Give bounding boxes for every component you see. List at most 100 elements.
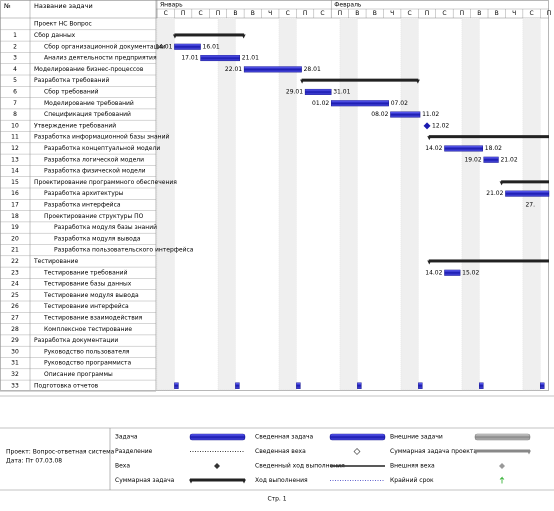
- task-id: 32: [11, 371, 19, 378]
- legend-symbol: [475, 449, 530, 453]
- task-name: Разработка пользовательского интерфейса: [54, 247, 194, 254]
- task-name: Разработка концептуальной модели: [44, 145, 160, 152]
- end-date: 07.02: [391, 100, 408, 107]
- start-date: 27.: [525, 201, 535, 208]
- day-label: П: [181, 10, 186, 17]
- task-id: 14: [11, 168, 19, 175]
- end-date: 28.01: [304, 66, 321, 73]
- summary-name: Проектирование программного обеспечения: [34, 179, 177, 186]
- task-id: 28: [11, 326, 19, 333]
- task-name: Тестирование базы данных: [43, 281, 132, 288]
- day-label: В: [477, 10, 481, 17]
- weekend-shade: [339, 17, 358, 391]
- occurrence-bar: [479, 382, 484, 389]
- task-bar: [444, 269, 461, 276]
- task-bar: [444, 145, 483, 152]
- task-name: Спецификация требований: [44, 111, 131, 118]
- summary-cap: [499, 181, 504, 186]
- task-bar: [243, 66, 302, 73]
- footer: Стр. 1: [267, 496, 286, 503]
- task-name: Руководство пользователя: [44, 348, 130, 355]
- task-id: 5: [13, 77, 17, 84]
- summary-cap: [300, 79, 305, 84]
- task-id: 23: [11, 269, 19, 276]
- task-name: Разработка физической модели: [44, 168, 146, 175]
- legend-label: Внешняя веха: [390, 463, 435, 470]
- start-date: 14.02: [425, 145, 442, 152]
- occurrence-bar: [418, 382, 423, 389]
- legend-label: Сведенный ход выполнения: [255, 463, 345, 470]
- day-label: С: [320, 10, 324, 17]
- task-name: Сбор требований: [44, 88, 99, 95]
- task-name: Разработка архитектуры: [44, 190, 124, 197]
- task-bar: [505, 190, 550, 197]
- task-id: 26: [11, 303, 19, 310]
- task-id: 22: [11, 258, 19, 265]
- end-date: 12.02: [432, 122, 449, 129]
- summary-cap: [172, 34, 177, 39]
- legend-symbol: [189, 433, 246, 441]
- summary-cap: [241, 34, 246, 39]
- task-id: 1: [13, 32, 17, 39]
- day-label: Ч: [268, 10, 272, 17]
- legend-symbol: [499, 463, 505, 469]
- legend-symbol: [474, 433, 531, 441]
- task-name: Сбор организационной документации: [44, 43, 166, 50]
- day-label: В: [251, 10, 255, 17]
- task-id: 6: [13, 88, 17, 95]
- task-id: 16: [11, 190, 19, 197]
- task-id: 10: [11, 122, 19, 129]
- legend-label: Суммарная задача: [115, 477, 175, 484]
- day-label: С: [442, 10, 446, 17]
- task-bar: [200, 55, 240, 62]
- task-bar: [390, 111, 421, 118]
- occurrence-bar: [357, 382, 362, 389]
- legend-symbol: [499, 476, 505, 484]
- task-id: 31: [11, 360, 19, 367]
- legend-symbol: [190, 478, 245, 482]
- legend-label: Разделение: [115, 448, 153, 455]
- weekend-shade: [156, 17, 175, 391]
- task-name: Проектирование структуры ПО: [44, 213, 144, 220]
- summary-bar: [501, 180, 549, 184]
- summary-name: Тестирование: [33, 258, 79, 265]
- task-name: Моделирование требований: [44, 100, 134, 107]
- task-bar: [331, 100, 389, 107]
- end-date: 16.01: [203, 43, 220, 50]
- task-name: Руководство программиста: [44, 360, 132, 367]
- legend-label: Ход выполнения: [255, 477, 308, 484]
- day-label: С: [408, 10, 412, 17]
- day-label: В: [355, 10, 359, 17]
- task-name: Тестирование интерфейса: [43, 303, 129, 310]
- day-label: С: [164, 10, 168, 17]
- end-date: 11.02: [422, 111, 439, 118]
- start-date: 22.01: [225, 66, 242, 73]
- legend-label: Крайний срок: [390, 477, 434, 484]
- task-id: 2: [13, 43, 17, 50]
- legend-label: Задача: [115, 434, 138, 441]
- task-name: Утверждение требований: [34, 122, 116, 129]
- summary-bar: [301, 78, 419, 82]
- summary-cap: [427, 136, 432, 141]
- start-date: 19.02: [464, 156, 481, 163]
- task-id: 25: [11, 292, 19, 299]
- day-label: П: [547, 10, 552, 17]
- task-id: 30: [11, 348, 19, 355]
- task-name: Разработка документации: [34, 337, 118, 344]
- day-label: С: [286, 10, 290, 17]
- legend-label: Сведенная веха: [255, 448, 306, 455]
- summary-name: Разработка требований: [34, 77, 109, 84]
- task-name: Описание программы: [44, 371, 113, 378]
- summary-name: Сбор данных: [34, 32, 76, 39]
- legend-symbol: [214, 463, 220, 469]
- summary-bar: [428, 135, 549, 139]
- day-label: В: [373, 10, 377, 17]
- task-id: 13: [11, 156, 19, 163]
- day-label: П: [216, 10, 221, 17]
- legend-symbol: [329, 433, 386, 441]
- start-date: 08.02: [371, 111, 388, 118]
- task-name: Разработка интерфейса: [44, 201, 121, 208]
- task-name: Проект НС Вопрос: [34, 21, 92, 28]
- legend-label: Веха: [115, 463, 130, 470]
